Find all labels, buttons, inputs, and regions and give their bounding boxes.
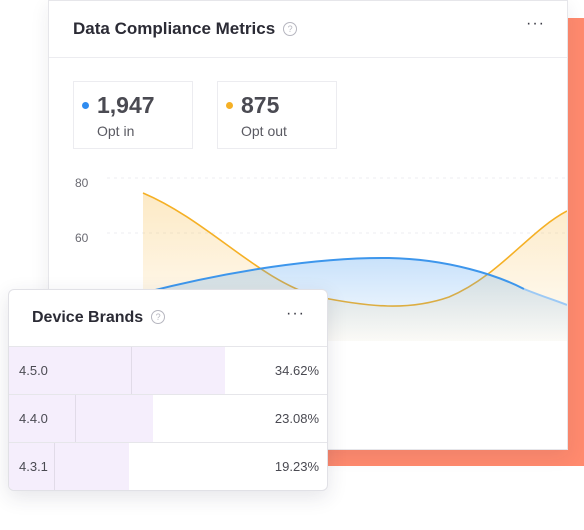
brand-version-label: 4.3.1	[19, 459, 48, 474]
opt-in-label: Opt in	[97, 123, 135, 139]
device-brands-card: Device Brands? ··· 4.5.0 34.62% 4.4.0 23.08…	[8, 289, 328, 491]
compliance-card-title: Data Compliance Metrics?	[73, 19, 298, 39]
brands-card-header: Device Brands? ···	[9, 290, 327, 347]
help-circle-icon[interactable]: ?	[283, 22, 298, 36]
brand-version-label: 4.4.0	[19, 411, 48, 426]
opt-out-stat: 875 Opt out	[217, 81, 337, 149]
opt-out-dot	[226, 102, 233, 109]
brand-version-label: 4.5.0	[19, 363, 48, 378]
y-tick-label-60: 60	[75, 231, 89, 245]
brands-card-title: Device Brands?	[32, 309, 166, 327]
brand-share-bar	[9, 443, 129, 490]
y-tick-label-80: 80	[75, 176, 89, 190]
brand-share-bar	[9, 347, 225, 394]
brand-column-divider	[131, 347, 132, 394]
opt-in-stat: 1,947 Opt in	[73, 81, 193, 149]
opt-in-line-faded	[523, 288, 567, 306]
compliance-card-header: Data Compliance Metrics? ···	[49, 1, 567, 58]
brands-list: 4.5.0 34.62% 4.4.0 23.08% 4.3.1 19.23%	[9, 347, 327, 490]
opt-out-label: Opt out	[241, 123, 287, 139]
brand-percent-label: 34.62%	[274, 363, 319, 378]
brand-column-divider	[54, 443, 55, 490]
brands-title-text: Device Brands	[32, 309, 144, 326]
brand-percent-label: 23.08%	[274, 411, 319, 426]
brand-column-divider	[75, 395, 76, 442]
brand-percent-label: 19.23%	[274, 459, 319, 474]
more-horizontal-icon[interactable]: ···	[526, 15, 545, 32]
brand-share-bar	[9, 395, 153, 442]
opt-in-value: 1,947	[97, 92, 155, 118]
brand-row[interactable]: 4.4.0 23.08%	[9, 395, 327, 443]
opt-in-dot	[82, 102, 89, 109]
brand-row[interactable]: 4.5.0 34.62%	[9, 347, 327, 395]
opt-in-line	[142, 256, 525, 294]
brand-row[interactable]: 4.3.1 19.23%	[9, 443, 327, 490]
compliance-title-text: Data Compliance Metrics	[73, 19, 276, 38]
help-circle-icon[interactable]: ?	[151, 310, 166, 324]
opt-out-value: 875	[241, 92, 280, 118]
more-horizontal-icon[interactable]: ···	[286, 305, 305, 322]
